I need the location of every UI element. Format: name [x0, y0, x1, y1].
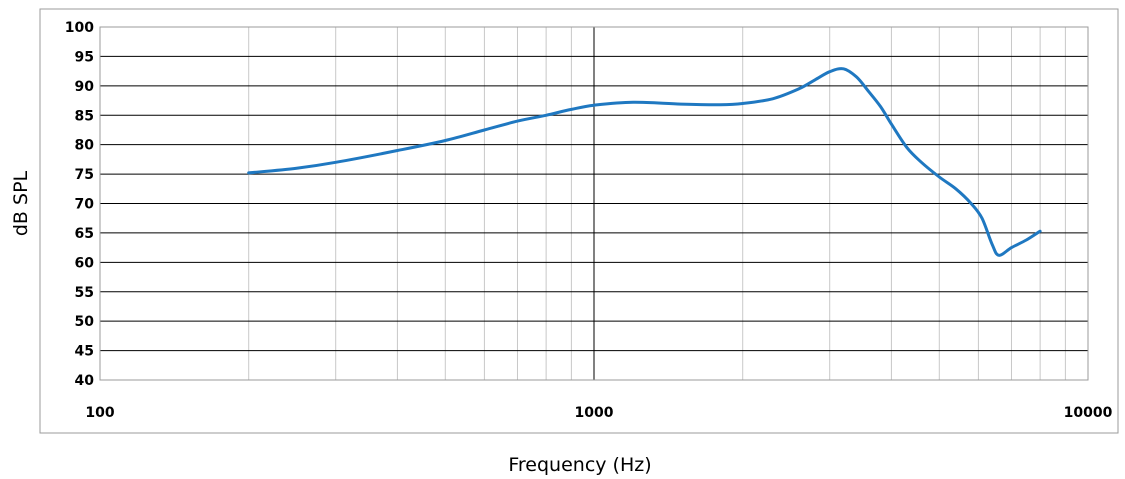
x-tick-label: 10000 — [1064, 405, 1113, 421]
y-tick-label: 85 — [75, 108, 94, 124]
y-axis-tick-labels: 40 45 50 55 60 65 70 75 80 85 90 95 100 — [65, 20, 94, 389]
y-tick-label: 100 — [65, 20, 94, 36]
y-tick-label: 75 — [75, 167, 94, 183]
x-tick-label: 100 — [85, 405, 114, 421]
chart-frame — [39, 8, 1119, 434]
x-axis-tick-labels: 100 1000 10000 — [85, 405, 1112, 421]
y-axis-title: dB SPL — [10, 170, 32, 236]
y-tick-label: 65 — [75, 226, 94, 242]
x-tick-label: 1000 — [575, 405, 614, 421]
y-tick-label: 45 — [75, 344, 94, 360]
series-line — [247, 67, 1042, 257]
y-tick-label: 70 — [75, 197, 95, 213]
y-tick-label: 60 — [75, 255, 95, 271]
major-gridlines — [100, 27, 1088, 380]
plot-area-border — [99, 26, 1089, 381]
y-tick-label: 80 — [75, 138, 95, 154]
y-tick-label: 50 — [75, 314, 95, 330]
y-tick-label: 95 — [75, 49, 94, 65]
y-tick-label: 90 — [75, 79, 95, 95]
y-tick-label: 55 — [75, 285, 94, 301]
x-axis-title: Frequency (Hz) — [508, 454, 651, 476]
y-tick-label: 40 — [75, 373, 95, 389]
